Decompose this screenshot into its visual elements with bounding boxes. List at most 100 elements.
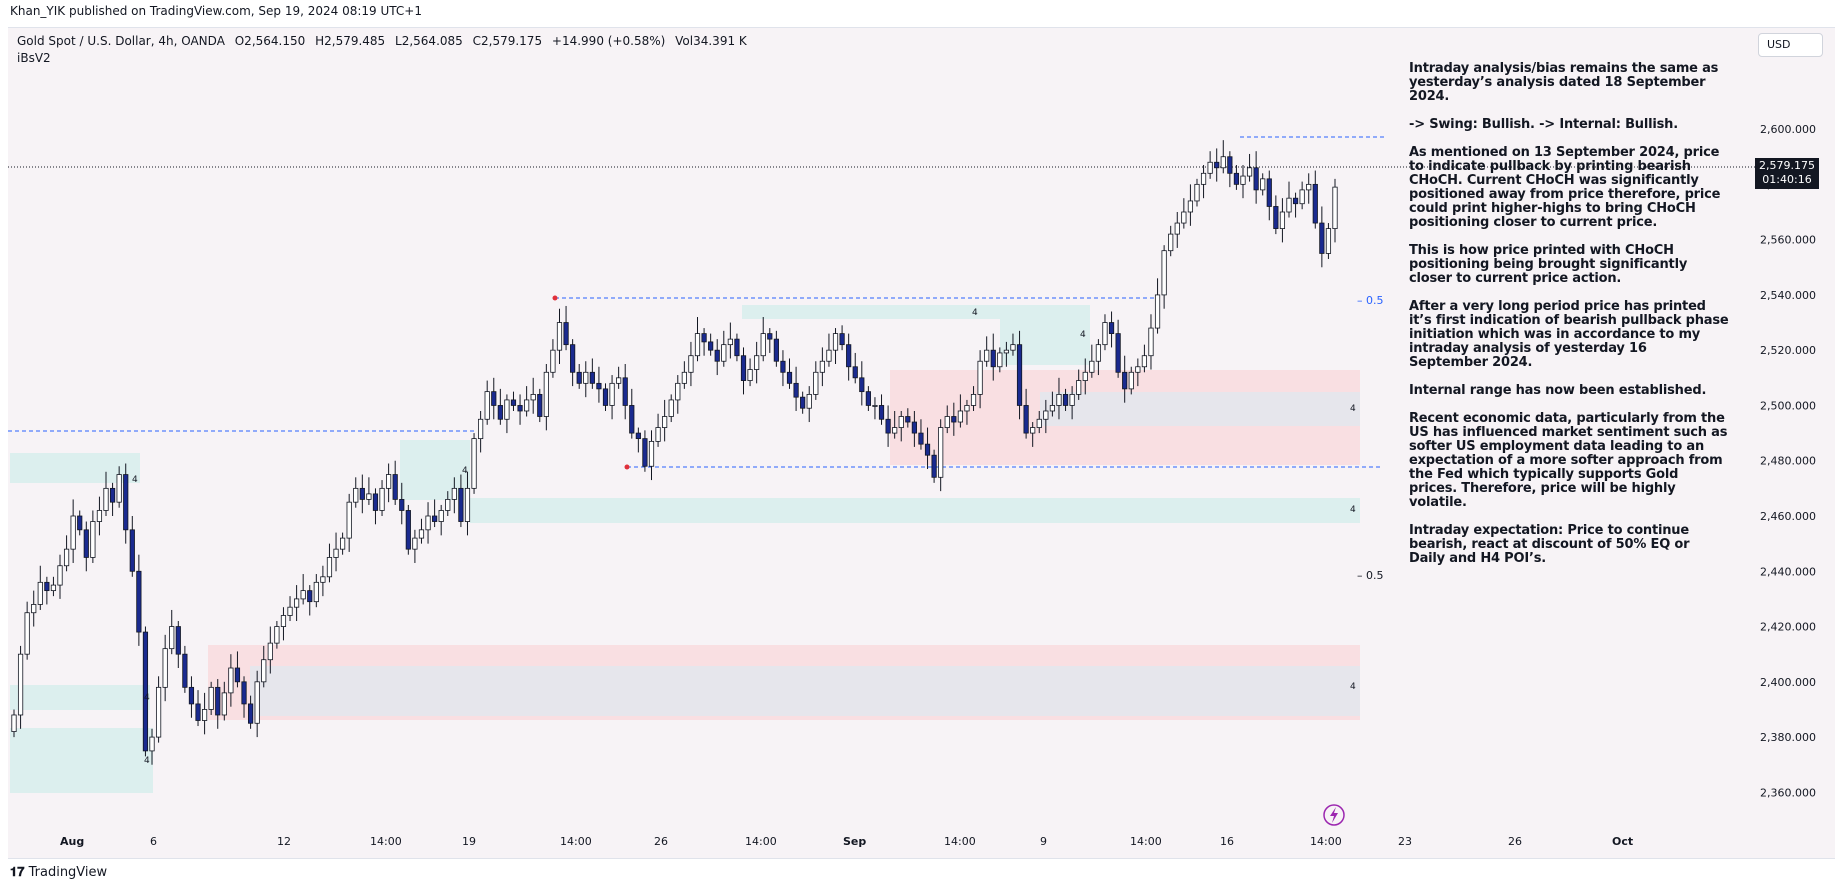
candle-body (458, 487, 464, 522)
time-axis[interactable]: Aug 6 12 14:00 19 14:00 26 14:00 Sep 14:00 9 14:00 1… (60, 835, 1633, 848)
candle-body (589, 371, 595, 384)
candle-body (346, 501, 352, 539)
lightning-icon[interactable] (1323, 804, 1345, 826)
symbol-name[interactable]: Gold Spot / U.S. Dollar, 4h, OANDA (17, 34, 225, 48)
symbol-header[interactable]: Gold Spot / U.S. Dollar, 4h, OANDA O2,56… (17, 34, 753, 48)
candle-body (1082, 371, 1088, 381)
time-tick-label: 14:00 (1130, 835, 1162, 848)
candle-body (386, 474, 392, 489)
candle-body (267, 642, 273, 661)
tradingview-logo[interactable]: 𝟏𝟕 TradingView (10, 865, 107, 880)
ohlc-close: C2,579.175 (472, 34, 543, 48)
candle-body (484, 391, 490, 420)
candle-body (1319, 222, 1325, 254)
candle-body (859, 377, 865, 393)
candle-body (1286, 197, 1292, 213)
zone-timeframe-mark: 4 (1350, 682, 1356, 692)
candle-body (780, 360, 786, 373)
candle-body (31, 604, 37, 614)
candle-body (760, 333, 766, 357)
candle-body (1003, 349, 1009, 354)
candle-body (372, 493, 379, 511)
zone-timeframe-mark: 4 (132, 475, 138, 485)
candle-body (90, 521, 96, 558)
candle-body (1168, 233, 1174, 252)
candle-body (819, 360, 825, 373)
candle-body (609, 382, 615, 406)
candle-body (109, 487, 116, 503)
price-tick-label: 2,600.000 (1760, 123, 1816, 136)
price-tick-label: 2,560.000 (1760, 234, 1816, 247)
analysis-paragraph: Internal range has now been established. (1409, 383, 1707, 398)
candle-body (990, 349, 996, 368)
candle-body (201, 709, 208, 721)
analysis-paragraph: This is how price printed with CHoCH pos… (1409, 243, 1688, 286)
analysis-paragraph: Intraday analysis/bias remains the same … (1409, 61, 1719, 104)
candle-body (1108, 322, 1115, 334)
candle-body (1279, 211, 1286, 229)
candle-body (17, 653, 24, 716)
analysis-paragraph: Intraday expectation: Price to continue … (1409, 523, 1690, 566)
candle-body (1273, 206, 1279, 229)
candle-body (44, 581, 50, 592)
candle-body (708, 341, 714, 351)
volume-value: Vol34.391 K (675, 34, 747, 48)
equilibrium-zone (250, 666, 1360, 716)
demand-zone (470, 498, 1360, 523)
candle-body (379, 487, 385, 511)
time-tick-label: 23 (1398, 835, 1412, 848)
candle-body (241, 681, 247, 705)
candle-body (1332, 186, 1338, 229)
time-tick-label: 12 (277, 835, 291, 848)
candle-body (984, 349, 990, 362)
candle-body (616, 377, 622, 384)
candle-body (997, 352, 1003, 368)
candle-body (957, 410, 963, 423)
price-axis[interactable]: 2,360.000 2,380.000 2,400.000 2,420.000 2,44… (1760, 123, 1816, 799)
candles-layer (11, 140, 1338, 765)
candle-body (622, 377, 628, 406)
candle-body (563, 322, 569, 346)
candle-body (629, 405, 635, 434)
currency-button[interactable]: USD (1758, 33, 1823, 57)
time-tick-label: 19 (462, 835, 476, 848)
candle-body (793, 382, 799, 398)
publisher-line: Khan_YIK published on TradingView.com, S… (10, 4, 422, 18)
candle-body (287, 606, 293, 616)
zone-timeframe-mark: 4 (144, 693, 150, 703)
time-tick-label: 26 (654, 835, 668, 848)
candle-body (911, 421, 917, 434)
analysis-text-box[interactable]: Intraday analysis/bias remains the same … (1409, 62, 1729, 580)
candle-body (872, 405, 878, 407)
indicator-name[interactable]: iBsV2 (17, 51, 51, 65)
candle-body (37, 581, 43, 605)
candle-body (537, 393, 543, 417)
candle-body (142, 631, 149, 752)
candle-body (918, 432, 924, 445)
candle-body (1194, 183, 1200, 202)
candle-body (280, 615, 287, 627)
candle-body (924, 443, 931, 456)
eq-label: – 0.5 (1357, 294, 1384, 307)
candle-body (359, 487, 365, 500)
candle-body (294, 598, 300, 608)
candle-body (668, 399, 674, 417)
candle-body (931, 454, 937, 478)
zone-markers: 4 4 4 4 4 4 4 4 4 – 0.5 – 0.5 (132, 294, 1384, 766)
candle-body (1141, 355, 1148, 368)
candle-body (721, 344, 727, 362)
candle-body (333, 548, 339, 558)
candle-body (70, 515, 76, 550)
candle-body (504, 399, 510, 420)
candle-body (681, 371, 687, 384)
candle-body (1266, 178, 1272, 207)
candle-body (852, 366, 858, 379)
zone-timeframe-mark: 4 (972, 308, 978, 318)
candle-body (188, 686, 195, 705)
price-change: +14.990 (+0.58%) (551, 34, 666, 48)
candle-body (1220, 156, 1226, 169)
candle-body (136, 570, 142, 633)
candle-body (1089, 360, 1095, 373)
candle-body (1076, 380, 1082, 395)
